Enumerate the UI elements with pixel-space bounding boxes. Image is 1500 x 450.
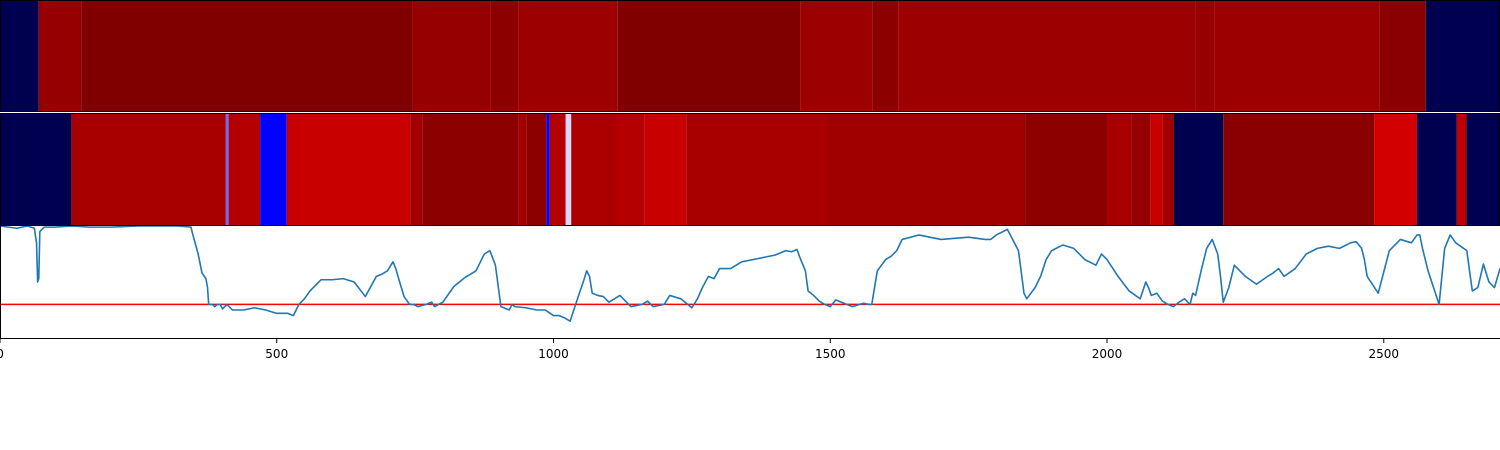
segment-track-2-segment-6 <box>410 113 423 226</box>
segment-track-1 <box>0 0 1500 112</box>
signal-line <box>0 225 1500 322</box>
segment-track-2-segment-22 <box>1162 113 1174 226</box>
x-tick-label-1500: 1500 <box>815 347 846 361</box>
segment-track-2-segment-27 <box>1456 113 1467 226</box>
segment-track-2-segment-1 <box>71 113 226 226</box>
segment-track-1-segment-1 <box>38 0 82 112</box>
segment-track-1-segment-12 <box>1379 0 1426 112</box>
x-axis: 0 500 1000 1500 2000 2500 <box>0 338 1399 361</box>
x-tick-label-500: 500 <box>265 347 288 361</box>
segment-track-2-segment-3 <box>228 113 261 226</box>
segment-track-2-segment-20 <box>1131 113 1151 226</box>
segment-track-2-segment-25 <box>1374 113 1417 226</box>
segment-track-2-segment-19 <box>1107 113 1132 226</box>
segment-track-1-segment-7 <box>800 0 873 112</box>
segment-track-1-segment-8 <box>872 0 899 112</box>
segment-track-1-segment-4 <box>490 0 519 112</box>
segment-track-2 <box>0 113 1500 226</box>
segment-track-1-segment-6 <box>617 0 801 112</box>
x-tick-label-2000: 2000 <box>1092 347 1123 361</box>
segment-track-2-segment-16 <box>686 113 828 226</box>
segment-track-2-segment-10 <box>546 113 550 226</box>
segment-track-1-segment-9 <box>898 0 1196 112</box>
segment-track-1-segment-2 <box>81 0 413 112</box>
x-tick-label-0: 0 <box>0 347 4 361</box>
segment-track-2-segment-23 <box>1173 113 1224 226</box>
segment-track-2-segment-7 <box>422 113 519 226</box>
segment-track-2-segment-9 <box>526 113 547 226</box>
line-panel-background <box>0 226 1500 338</box>
segment-track-2-segment-17 <box>827 113 1026 226</box>
segment-track-2-segment-15 <box>644 113 687 226</box>
segment-track-2-segment-4 <box>260 113 287 226</box>
segment-track-1-segment-11 <box>1214 0 1380 112</box>
segment-track-2-segment-8 <box>518 113 527 226</box>
segment-track-2-segment-26 <box>1416 113 1457 226</box>
segment-track-2-segment-21 <box>1150 113 1163 226</box>
segment-track-1-segment-3 <box>412 0 491 112</box>
segment-track-2-segment-14 <box>615 113 645 226</box>
segment-track-1-segment-10 <box>1195 0 1215 112</box>
segment-track-2-segment-24 <box>1223 113 1375 226</box>
segment-track-2-segment-11 <box>549 113 566 226</box>
x-tick-label-1000: 1000 <box>538 347 569 361</box>
segment-track-1-segment-13 <box>1425 0 1500 112</box>
segment-track-2-segment-13 <box>571 113 616 226</box>
segment-track-2-segment-0 <box>0 113 72 226</box>
x-tick-label-2500: 2500 <box>1368 347 1399 361</box>
segment-track-2-segment-18 <box>1025 113 1108 226</box>
segment-track-1-segment-0 <box>0 0 39 112</box>
line-panel <box>0 225 1500 338</box>
segment-track-2-segment-12 <box>565 113 572 226</box>
segment-track-1-segment-5 <box>518 0 618 112</box>
segment-track-2-segment-28 <box>1466 113 1500 226</box>
segment-track-2-segment-5 <box>286 113 411 226</box>
segment-track-2-segment-2 <box>225 113 229 226</box>
